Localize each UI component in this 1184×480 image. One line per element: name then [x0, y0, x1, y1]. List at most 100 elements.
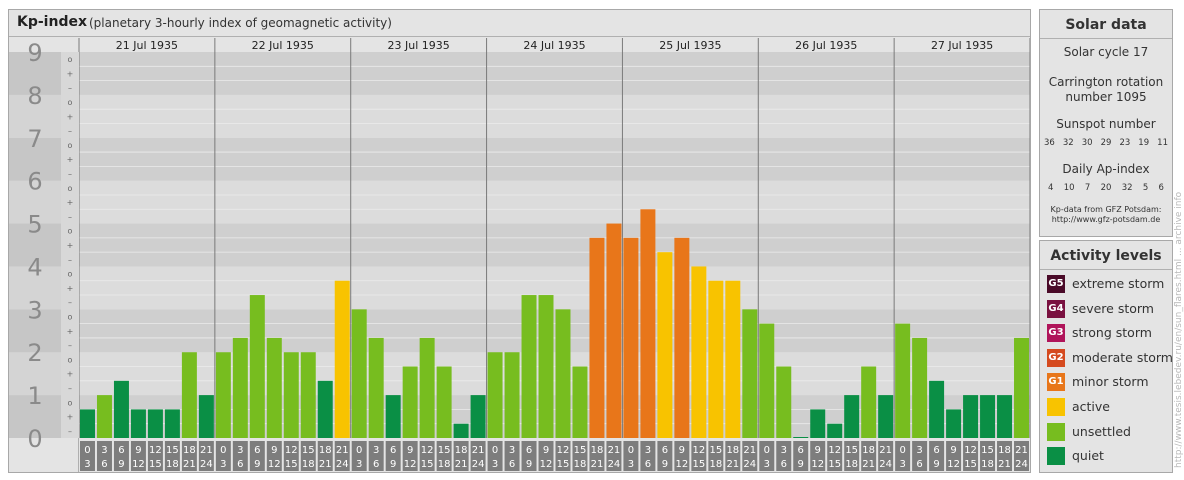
kp-bar: [759, 323, 775, 438]
interval-cell: [215, 441, 231, 471]
kp-bar: [657, 252, 673, 438]
interval-cell: [929, 441, 945, 471]
interval-cell: [147, 441, 163, 471]
kp-bar: [198, 395, 214, 438]
interval-start-label: 6: [254, 445, 260, 456]
legend-item: G3 strong storm: [1047, 324, 1172, 343]
minor-tick-label: –: [68, 84, 72, 93]
interval-cell: [453, 441, 469, 471]
kp-band: [9, 94, 1030, 138]
interval-end-label: 24: [608, 459, 621, 470]
ap-value: 6: [1158, 183, 1164, 193]
interval-start-label: 6: [798, 445, 804, 456]
interval-start-label: 15: [845, 445, 858, 456]
legend-swatch: G4: [1047, 299, 1065, 318]
legend-label: extreme storm: [1072, 276, 1165, 291]
interval-start-label: 12: [964, 445, 977, 456]
interval-cell: [266, 441, 282, 471]
interval-start-label: 18: [998, 445, 1011, 456]
y-tick-label: 8: [27, 82, 42, 110]
kp-bar: [878, 395, 894, 438]
interval-start-label: 3: [916, 445, 922, 456]
interval-cell: [589, 441, 605, 471]
kp-bar: [385, 395, 401, 438]
interval-start-label: 9: [815, 445, 821, 456]
ap-value: 5: [1142, 183, 1149, 193]
interval-start-label: 18: [319, 445, 332, 456]
y-label-band: [9, 266, 61, 310]
legend-label: quiet: [1072, 448, 1104, 464]
sunspot-values: 36 32 30 29 23 19 11: [1044, 138, 1168, 148]
kp-bar: [980, 395, 996, 438]
minor-tick-label: o: [68, 141, 73, 150]
interval-end-label: 3: [492, 459, 498, 470]
kp-bar: [725, 280, 741, 438]
interval-start-label: 0: [628, 445, 634, 456]
y-label-band: [9, 94, 61, 138]
interval-end-label: 18: [438, 459, 451, 470]
interval-start-label: 21: [608, 445, 621, 456]
interval-start-label: 6: [118, 445, 124, 456]
interval-end-label: 18: [981, 459, 994, 470]
interval-end-label: 9: [662, 459, 668, 470]
interval-start-label: 12: [828, 445, 841, 456]
y-label-band: [9, 180, 61, 224]
interval-cell: [198, 441, 214, 471]
kp-band: [9, 309, 1030, 353]
minor-tick-label: +: [67, 370, 74, 379]
legend-label: active: [1072, 399, 1110, 414]
kp-bar: [1014, 337, 1029, 438]
source-line1: Kp-data from GFZ Potsdam:: [1050, 205, 1162, 214]
interval-start-label: 6: [662, 445, 668, 456]
interval-cell: [742, 441, 758, 471]
interval-start-label: 12: [557, 445, 570, 456]
interval-cell: [130, 441, 146, 471]
interval-end-label: 24: [879, 459, 892, 470]
minor-tick-label: +: [67, 155, 74, 164]
interval-end-label: 15: [149, 459, 162, 470]
kp-chart: 21 Jul 1935 22 Jul 1935 23 Jul 1935 24 Jul …: [9, 38, 1030, 472]
kp-bar: [470, 395, 486, 438]
kp-bar: [861, 366, 877, 438]
interval-end-label: 15: [692, 459, 705, 470]
kp-bar: [113, 380, 129, 438]
interval-start-label: 0: [492, 445, 498, 456]
interval-cell: [249, 441, 265, 471]
interval-end-label: 21: [726, 459, 739, 470]
source-link[interactable]: http://www.gfz-potsdam.de: [1051, 215, 1161, 224]
sunspot-label: Sunspot number: [1056, 117, 1156, 131]
minor-tick-label: –: [68, 384, 72, 393]
kp-bar: [351, 309, 367, 438]
kp-bar: [844, 395, 860, 438]
legend-label: severe storm: [1072, 300, 1154, 316]
chart-subtitle: (planetary 3-hourly index of geomagnetic…: [89, 16, 392, 30]
interval-cell: [572, 441, 588, 471]
interval-end-label: 3: [628, 459, 634, 470]
interval-start-label: 6: [933, 445, 939, 456]
interval-start-label: 12: [149, 445, 162, 456]
interval-cell: [963, 441, 979, 471]
interval-cell: [708, 441, 724, 471]
interval-start-label: 21: [200, 445, 213, 456]
interval-cell: [504, 441, 520, 471]
legend-item: unsettled: [1047, 422, 1172, 442]
day-label: 26 Jul 1935: [795, 39, 857, 52]
minor-tick-label: +: [67, 198, 74, 207]
y-label-band: [9, 309, 61, 353]
ap-value: 32: [1121, 183, 1133, 193]
kp-bar: [997, 395, 1013, 438]
day-label: 25 Jul 1935: [659, 39, 721, 52]
interval-start-label: 21: [879, 445, 892, 456]
interval-start-label: 9: [271, 445, 277, 456]
day-label: 27 Jul 1935: [931, 39, 993, 52]
interval-start-label: 12: [692, 445, 705, 456]
interval-end-label: 9: [390, 459, 396, 470]
interval-end-label: 21: [862, 459, 875, 470]
kp-bar: [572, 366, 588, 438]
interval-end-label: 3: [764, 459, 770, 470]
interval-cell: [827, 441, 843, 471]
day-label: 22 Jul 1935: [252, 39, 314, 52]
carrington-line1: Carrington rotation: [1048, 75, 1164, 89]
interval-cell: [895, 441, 911, 471]
solar-cycle: Solar cycle 17: [1063, 45, 1149, 59]
